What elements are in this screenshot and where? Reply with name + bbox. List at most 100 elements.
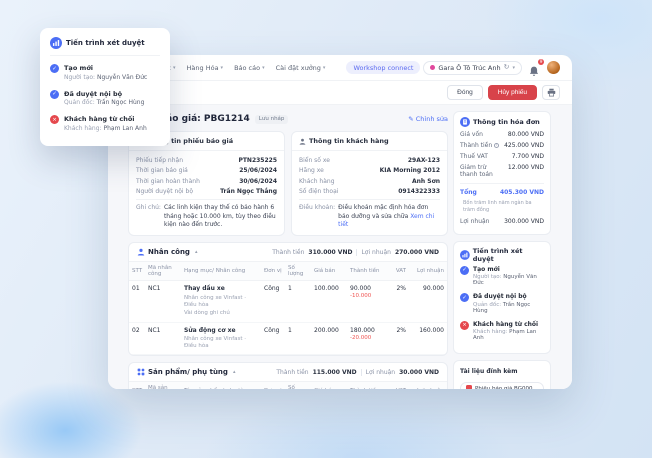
customer-card-header: Thông tin khách hàng: [292, 132, 447, 151]
progress-chart-icon: [50, 37, 62, 49]
menu-hang-hoa[interactable]: Hàng Hóa ▾: [187, 64, 224, 72]
collapse-icon[interactable]: ▴: [194, 249, 198, 256]
field-label: Người duyệt nội bộ: [136, 188, 193, 195]
main-column: Phiếu báo giá: PBG1214 Lưu nháp ✎ Chỉnh s…: [128, 111, 448, 389]
item-name: Sửa động cơ xe: [184, 326, 236, 334]
step-person: Trần Ngọc Hùng: [96, 99, 145, 106]
progress-step: ✓ Tạo mới Người tạo: Nguyễn Văn Đức: [50, 64, 160, 81]
invoice-summary-card: Thông tin hóa đơn Giá vốn 80.000 VND Thàn…: [453, 111, 551, 235]
field-label: Khách hàng: [299, 177, 335, 185]
field-row: Thời gian báo giá 25/06/2024: [136, 167, 277, 174]
cell-profit: 160.000: [409, 322, 447, 356]
close-button[interactable]: Đóng: [447, 85, 483, 100]
cell-qty: 1: [285, 280, 311, 323]
invoice-label-wrap: Thành tiền i: [460, 142, 500, 149]
col-price: Giá bán: [311, 381, 347, 389]
terms-detail-link[interactable]: Xem chi tiết: [338, 212, 435, 229]
info-icon[interactable]: i: [494, 142, 500, 148]
topbar-right: Gara Ô Tô Trúc Anh ↻ ▾ 9: [423, 59, 560, 76]
labor-section-header: Nhân công ▴ Thành tiền 310.000 VND Lợi n…: [129, 243, 447, 261]
menu-label: Hàng Hóa: [186, 63, 219, 72]
workshop-connect-button[interactable]: Workshop connect: [346, 61, 421, 74]
products-section-header: Sản phẩm/ phụ tùng ▴ Thành tiền 115.000 …: [129, 363, 447, 381]
overlay-header: Tiến trình xét duyệt: [50, 37, 160, 56]
user-avatar[interactable]: [547, 61, 560, 74]
invoice-total-row: Tổng 405.300 VND: [460, 183, 544, 196]
field-value: Anh Sơn: [412, 177, 440, 185]
quote-card-title: Thông tin phiếu báo giá: [146, 137, 234, 145]
title-row: Phiếu báo giá: PBG1214 Lưu nháp ✎ Chỉnh s…: [128, 111, 448, 127]
print-button[interactable]: [542, 85, 560, 100]
notifications-button[interactable]: 9: [529, 59, 544, 76]
col-code: Mã sản phẩm: [145, 381, 181, 389]
refresh-icon[interactable]: ↻: [503, 63, 510, 71]
cell-code: NC1: [145, 280, 181, 323]
invoice-label: Giảm trừ thanh toán: [460, 164, 493, 178]
collapse-icon[interactable]: ▴: [232, 369, 236, 376]
stat-label: Lợi nhuận: [365, 368, 396, 376]
stat-value: 30.000 VND: [399, 368, 439, 376]
menu-cai-dat-xuong[interactable]: Cài đặt xưởng ▾: [276, 64, 326, 72]
garage-status-dot: [430, 65, 436, 70]
garage-selector[interactable]: Gara Ô Tô Trúc Anh ↻ ▾: [423, 60, 522, 75]
step-sub: Người tạo: Nguyễn Văn Đức: [473, 274, 544, 286]
table-row: 01 NC1 Thay dầu xe Nhân công xe Vinfast ·…: [129, 280, 447, 323]
overlay-title: Tiến trình xét duyệt: [66, 39, 145, 47]
col-name: Hạng mục/ Nhân công: [181, 261, 261, 282]
file-attachment[interactable]: Phiếu báo giá BG0000552.pdf: [460, 382, 544, 389]
step-sub: Khách hàng: Phạm Lan Anh: [473, 329, 544, 341]
menu-label: Báo cáo: [234, 63, 261, 72]
step-role: Khách hàng:: [64, 124, 102, 132]
col-profit: Lợi nhuận: [409, 381, 447, 389]
info-cards-row: Thông tin phiếu báo giá Phiếu tiếp nhận P…: [128, 131, 448, 237]
col-qty: Số lượng: [285, 261, 311, 282]
total-in-words: Bốn trăm linh năm ngàn ba trăm đồng: [463, 200, 532, 213]
step-role: Người tạo:: [64, 73, 96, 81]
amount: 90.000: [350, 285, 371, 293]
menu-bao-cao[interactable]: Báo cáo ▾: [234, 64, 265, 72]
approval-progress-card: Tiến trình xét duyệt ✓ Tạo mới Người tạo…: [453, 240, 551, 354]
person-icon: [299, 138, 306, 145]
invoice-value: 425.000 VND: [504, 142, 544, 149]
step-role: Khách hàng:: [473, 329, 508, 335]
check-circle-icon: ✓: [50, 64, 59, 73]
item-desc: Nhân công xe Vinfast · Điều hòa: [184, 294, 247, 308]
step-person: Phạm Lan Anh: [473, 329, 537, 341]
x-circle-icon: ×: [50, 115, 59, 124]
step-label: Tạo mới: [473, 265, 500, 273]
total-label: Tổng: [460, 189, 477, 196]
labor-table: STT Mã nhân công Hạng mục/ Nhân công Đơn…: [129, 261, 447, 356]
invoice-card-header: Thông tin hóa đơn: [460, 117, 544, 127]
progress-step: ✓ Đã duyệt nội bộ Quản đốc: Trần Ngọc Hù…: [460, 293, 544, 314]
invoice-row: Giảm trừ thanh toán 12.000 VND: [460, 164, 544, 178]
edit-button[interactable]: ✎ Chỉnh sửa: [408, 115, 448, 123]
page-body: Phiếu báo giá: PBG1214 Lưu nháp ✎ Chỉnh s…: [108, 105, 572, 389]
cell-code: NC1: [145, 322, 181, 356]
cell-profit: 90.000: [409, 280, 447, 323]
invoice-value: 7.700 VND: [511, 153, 544, 160]
pencil-icon: ✎: [408, 115, 414, 123]
field-row: Biển số xe 29AX-123: [299, 157, 440, 164]
products-stats: Thành tiền 115.000 VND Lợi nhuận 30.000 …: [276, 368, 439, 376]
cell-amount: 90.000 -10.000: [347, 280, 389, 323]
customer-card-title: Thông tin khách hàng: [309, 137, 389, 145]
col-unit: Đơn vị: [261, 381, 285, 389]
invoice-label: Giá vốn: [460, 131, 483, 138]
field-row: Phiếu tiếp nhận PTN235225: [136, 157, 277, 164]
step-label: Đã duyệt nội bộ: [473, 293, 527, 300]
attachments-title: Tài liệu đính kèm: [460, 368, 518, 375]
chevron-down-icon: ▾: [173, 64, 176, 71]
cancel-ticket-button[interactable]: Hủy phiếu: [487, 85, 537, 100]
x-circle-icon: ×: [460, 320, 469, 330]
step-role: Quản đốc:: [473, 301, 502, 308]
col-qty: Số lượng: [285, 381, 311, 389]
field-value: KIA Morning 2012: [379, 167, 440, 174]
invoice-row: Thuế VAT 7.700 VND: [460, 153, 544, 160]
field-label: Thời gian hoàn thành: [136, 177, 200, 185]
quote-info-card: Thông tin phiếu báo giá Phiếu tiếp nhận P…: [128, 131, 285, 237]
field-label: Hãng xe: [299, 167, 324, 174]
check-circle-icon: ✓: [460, 265, 469, 275]
labor-section: Nhân công ▴ Thành tiền 310.000 VND Lợi n…: [128, 242, 448, 357]
field-label: Phiếu tiếp nhận: [136, 156, 184, 164]
col-vat: VAT: [389, 381, 409, 389]
